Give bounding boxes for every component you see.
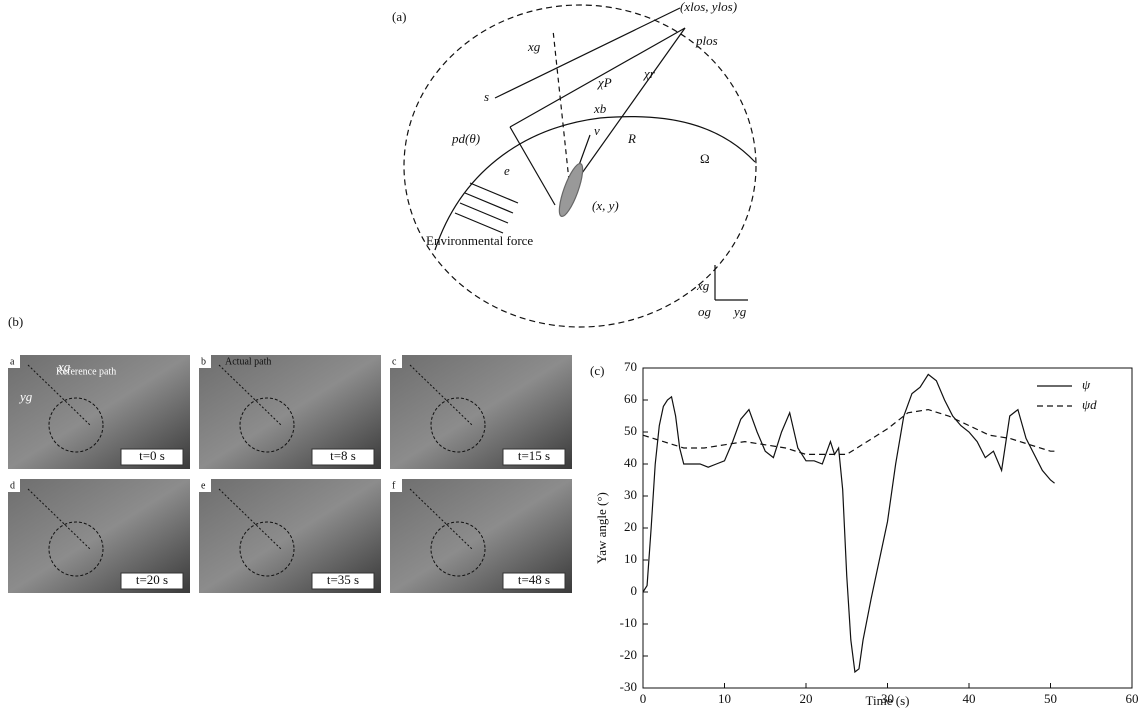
xg-axis-dashed xyxy=(552,29,571,191)
reference-circle xyxy=(239,521,295,577)
frame-label: b xyxy=(201,356,206,367)
legend-label: ψd xyxy=(1082,397,1097,412)
reference-circle xyxy=(239,397,295,453)
reference-circle xyxy=(430,397,486,453)
label: χP xyxy=(596,75,612,90)
frame-label-box xyxy=(8,355,20,368)
robot-fish xyxy=(558,162,584,218)
time-label: t=15 s xyxy=(518,448,550,463)
annotation: xg xyxy=(57,359,71,374)
panel-label: (a) xyxy=(392,9,406,24)
frame-label-box xyxy=(199,355,211,368)
reference-circle xyxy=(48,397,104,453)
y-tick-label: -30 xyxy=(620,679,637,694)
los-circle xyxy=(403,4,757,328)
label: e xyxy=(504,163,510,178)
time-label: t=48 s xyxy=(518,572,550,587)
diagram xyxy=(403,4,757,328)
x-tick-label: 10 xyxy=(718,691,731,706)
y-axis-label: Yaw angle (°) xyxy=(594,492,609,564)
label: yg xyxy=(732,304,747,319)
x-axis-label: Time (s) xyxy=(866,693,910,708)
reference-circle xyxy=(430,521,486,577)
r-line xyxy=(569,27,686,191)
photo-grid: a t=0 s b t=8 s c t=15 s d t=20 s e t=35 s f t=48 s… xyxy=(8,355,572,593)
label: xg xyxy=(696,278,710,293)
series-line xyxy=(642,408,1055,455)
y-tick-label: 70 xyxy=(624,359,637,374)
time-label: t=20 s xyxy=(136,572,168,587)
annotation: Reference path xyxy=(56,366,116,377)
desired-path xyxy=(434,116,756,251)
time-box xyxy=(120,572,184,590)
label: s xyxy=(484,89,489,104)
frame-label: d xyxy=(10,480,15,491)
annotation: Actual path xyxy=(225,356,271,367)
time-label: t=8 s xyxy=(330,448,356,463)
y-tick-label: -20 xyxy=(620,647,637,662)
panel-label: (b) xyxy=(8,314,23,329)
y-tick-label: 10 xyxy=(624,551,637,566)
time-box xyxy=(120,448,184,466)
label: og xyxy=(698,304,712,319)
label: v xyxy=(594,123,600,138)
label: χr xyxy=(642,66,656,81)
annotation: yg xyxy=(18,389,33,404)
y-tick-label: 20 xyxy=(624,519,637,534)
x-tick-label: 20 xyxy=(800,691,813,706)
frame-label-box xyxy=(8,479,20,492)
time-box xyxy=(311,572,375,590)
s-line xyxy=(494,7,681,99)
x-tick-label: 30 xyxy=(881,691,894,706)
force-arrow xyxy=(459,202,509,224)
frame-label: c xyxy=(392,356,397,367)
chart: 0 10 20 30 40 50 60 -30 -20 -10 0 10 20 30 40 50 60 70 Tim… xyxy=(590,359,1139,708)
series-line xyxy=(642,373,1055,674)
time-box xyxy=(502,448,566,466)
x-tick-label: 40 xyxy=(963,691,976,706)
label: Ω xyxy=(700,151,710,166)
parallel-top xyxy=(509,27,686,128)
frame-label-box xyxy=(199,479,211,492)
frame-label-box xyxy=(390,355,402,368)
frame-label: e xyxy=(201,480,206,491)
y-tick-label: -10 xyxy=(620,615,637,630)
label: xb xyxy=(593,101,607,116)
label: Environmental force xyxy=(426,233,533,248)
label: R xyxy=(627,131,636,146)
time-box xyxy=(502,572,566,590)
label: (xlos, ylos) xyxy=(680,0,737,14)
time-label: t=35 s xyxy=(327,572,359,587)
y-tick-label: 40 xyxy=(624,455,637,470)
x-tick-label: 0 xyxy=(640,691,647,706)
time-label: t=0 s xyxy=(139,448,165,463)
y-tick-label: 0 xyxy=(631,583,638,598)
x-tick-label: 60 xyxy=(1126,691,1139,706)
y-tick-label: 60 xyxy=(624,391,637,406)
e-line xyxy=(509,126,556,206)
plot-frame xyxy=(642,367,1133,689)
reference-circle xyxy=(48,521,104,577)
label: (x, y) xyxy=(592,198,619,213)
force-arrow xyxy=(469,182,519,204)
y-tick-label: 50 xyxy=(624,423,637,438)
frame-label: a xyxy=(10,356,15,367)
force-arrow xyxy=(464,192,514,214)
label: plos xyxy=(695,33,718,48)
legend-label: ψ xyxy=(1082,377,1091,392)
force-arrow xyxy=(454,212,504,234)
label: xg xyxy=(527,39,541,54)
x-tick-label: 50 xyxy=(1044,691,1057,706)
panel-label: (c) xyxy=(590,363,604,378)
time-box xyxy=(311,448,375,466)
frame-label: f xyxy=(392,480,396,491)
frame-label-box xyxy=(390,479,402,492)
label: pd(θ) xyxy=(451,131,480,146)
y-tick-label: 30 xyxy=(624,487,637,502)
